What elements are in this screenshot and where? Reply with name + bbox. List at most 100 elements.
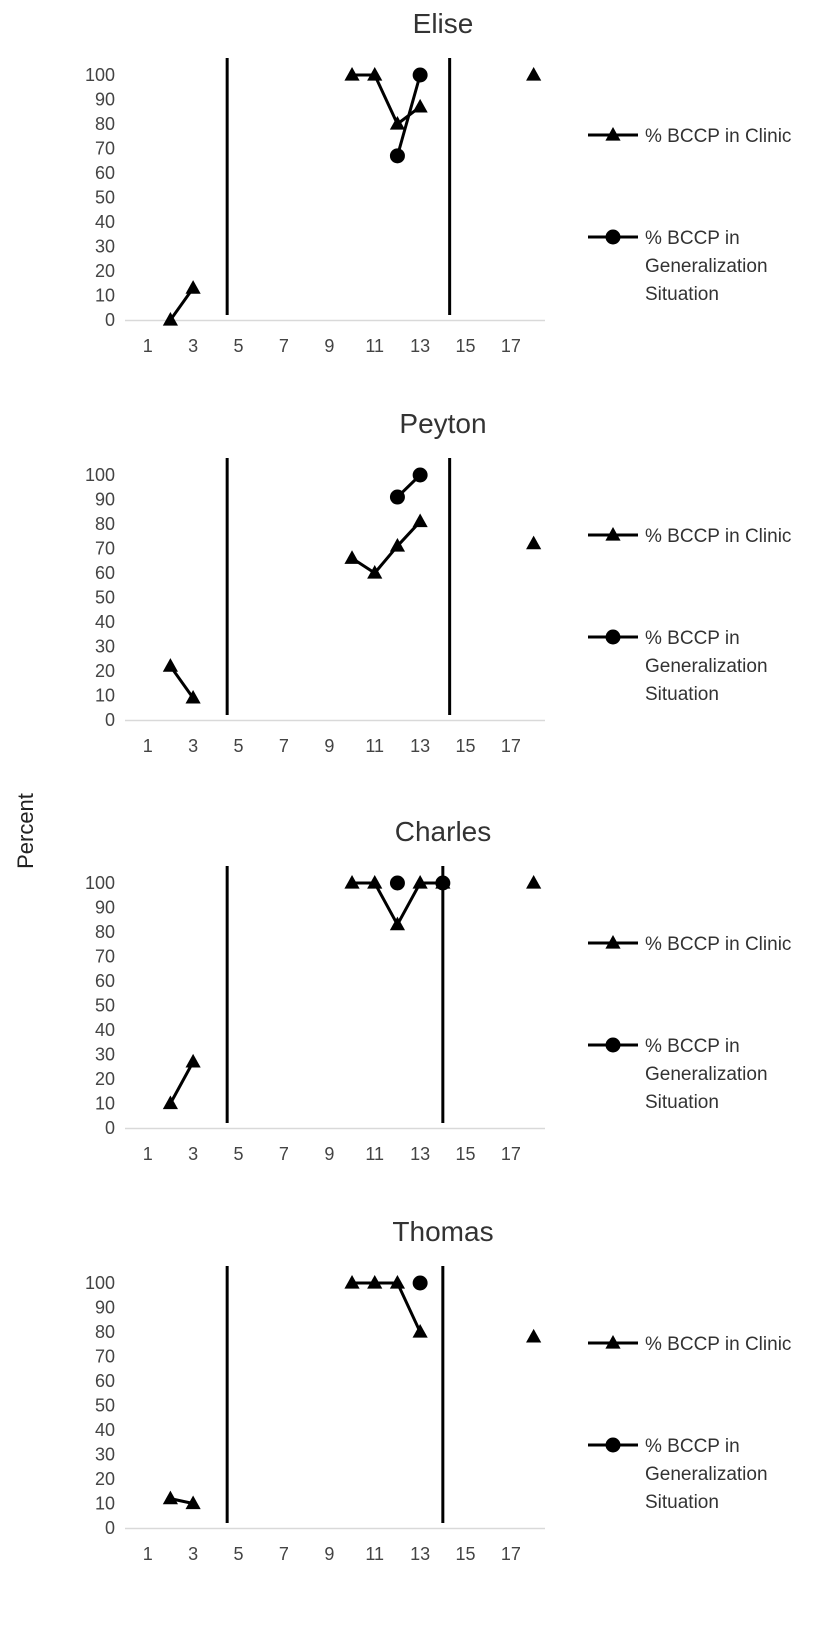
legend-circle-marker (605, 229, 621, 245)
triangle-marker (526, 875, 542, 889)
triangle-marker (162, 1095, 179, 1110)
legend-label-line: Generalization (645, 1464, 768, 1485)
legend-label-line: Generalization (645, 1064, 768, 1085)
triangle-marker (162, 1490, 179, 1505)
x-tick-label: 17 (501, 736, 521, 756)
y-tick-label: 100 (85, 1273, 115, 1293)
circle-marker (435, 875, 451, 891)
x-tick-label: 7 (279, 336, 289, 356)
legend-circle-marker (605, 1037, 621, 1053)
y-tick-label: 10 (95, 686, 115, 706)
legend-triangle-marker (605, 527, 621, 541)
triangle-marker (412, 513, 428, 528)
y-tick-label: 90 (95, 490, 115, 510)
x-tick-label: 15 (456, 1544, 476, 1564)
circle-marker (412, 467, 428, 483)
legend-circle-marker (605, 629, 621, 645)
triangle-marker (344, 1275, 360, 1289)
x-tick-label: 11 (365, 336, 384, 356)
series-line (351, 520, 422, 575)
y-tick-label: 60 (95, 163, 115, 183)
series-generalization (389, 67, 428, 164)
chart-title: Thomas (392, 1216, 493, 1247)
legend-label-line: % BCCP in (645, 628, 740, 649)
x-tick-label: 7 (279, 1544, 289, 1564)
y-tick-label: 80 (95, 114, 115, 134)
y-tick-label: 80 (95, 1322, 115, 1342)
x-tick-label: 17 (501, 1144, 521, 1164)
legend-item-generalization: % BCCP in Generalization Situation (588, 228, 768, 305)
triangle-marker (162, 658, 179, 672)
y-tick-label: 20 (95, 661, 115, 681)
y-tick-label: 80 (95, 922, 115, 942)
y-tick-label: 60 (95, 563, 115, 583)
triangle-marker (367, 1275, 383, 1289)
y-tick-label: 50 (95, 996, 115, 1016)
y-tick-label: 90 (95, 898, 115, 918)
legend-label-line: Situation (645, 1092, 719, 1113)
legend-label: % BCCP in Generalization Situation (645, 1436, 768, 1513)
series-clinic (162, 1275, 542, 1510)
y-tick-label: 90 (95, 1298, 115, 1318)
legend-label: % BCCP in Generalization Situation (645, 1036, 768, 1113)
triangle-marker (367, 565, 383, 579)
x-tick-label: 13 (410, 1144, 430, 1164)
triangle-marker (344, 67, 360, 81)
legend-label-line: % BCCP in (645, 1036, 740, 1057)
y-tick-label: 70 (95, 539, 115, 559)
y-tick-label: 100 (85, 65, 115, 85)
x-tick-label: 3 (188, 1544, 198, 1564)
circle-marker (389, 148, 405, 164)
y-tick-label: 60 (95, 1371, 115, 1391)
legend-item-generalization: % BCCP in Generalization Situation (588, 1036, 768, 1113)
x-tick-label: 9 (324, 736, 334, 756)
y-tick-label: 0 (105, 310, 115, 330)
legend-triangle-marker (605, 935, 621, 949)
x-tick-label: 9 (324, 1144, 334, 1164)
x-tick-label: 5 (234, 1144, 244, 1164)
x-tick-label: 11 (365, 1144, 384, 1164)
triangle-marker (162, 312, 179, 326)
y-tick-label: 30 (95, 637, 115, 657)
y-tick-label: 50 (95, 188, 115, 208)
x-tick-label: 11 (365, 1544, 384, 1564)
triangle-marker (389, 538, 406, 552)
y-tick-label: 30 (95, 1045, 115, 1065)
series-clinic (162, 513, 542, 704)
legend-label-line: Situation (645, 1492, 719, 1513)
series-line (395, 74, 422, 157)
x-tick-label: 5 (234, 736, 244, 756)
chart-title: Elise (413, 8, 474, 39)
legend-label-line: Generalization (645, 256, 768, 277)
x-tick-label: 1 (143, 736, 153, 756)
x-tick-label: 15 (456, 736, 476, 756)
x-tick-label: 9 (324, 336, 334, 356)
y-tick-label: 20 (95, 1469, 115, 1489)
y-tick-label: 20 (95, 261, 115, 281)
x-tick-label: 9 (324, 1544, 334, 1564)
y-tick-label: 40 (95, 1420, 115, 1440)
triangle-marker (389, 916, 406, 931)
series-clinic (162, 67, 542, 326)
triangle-marker (344, 875, 360, 889)
legend-circle-marker (605, 1437, 621, 1453)
y-tick-label: 30 (95, 237, 115, 257)
x-tick-label: 13 (410, 736, 430, 756)
legend: % BCCP in Clinic % BCCP in Generalization S… (588, 1334, 791, 1513)
y-tick-label: 100 (85, 873, 115, 893)
legend-label-line: % BCCP in (645, 1436, 740, 1457)
triangle-marker (526, 535, 542, 550)
legend-item-clinic: % BCCP in Clinic (588, 526, 791, 547)
x-tick-label: 5 (234, 336, 244, 356)
x-tick-label: 5 (234, 1544, 244, 1564)
legend-item-clinic: % BCCP in Clinic (588, 934, 791, 955)
legend-label: % BCCP in Clinic (645, 1334, 791, 1355)
y-tick-label: 50 (95, 1396, 115, 1416)
x-tick-label: 1 (143, 336, 153, 356)
triangle-marker (526, 1328, 542, 1343)
y-tick-label: 30 (95, 1445, 115, 1465)
y-tick-label: 70 (95, 1347, 115, 1367)
circle-marker (389, 489, 405, 505)
legend-label: % BCCP in Generalization Situation (645, 628, 768, 705)
